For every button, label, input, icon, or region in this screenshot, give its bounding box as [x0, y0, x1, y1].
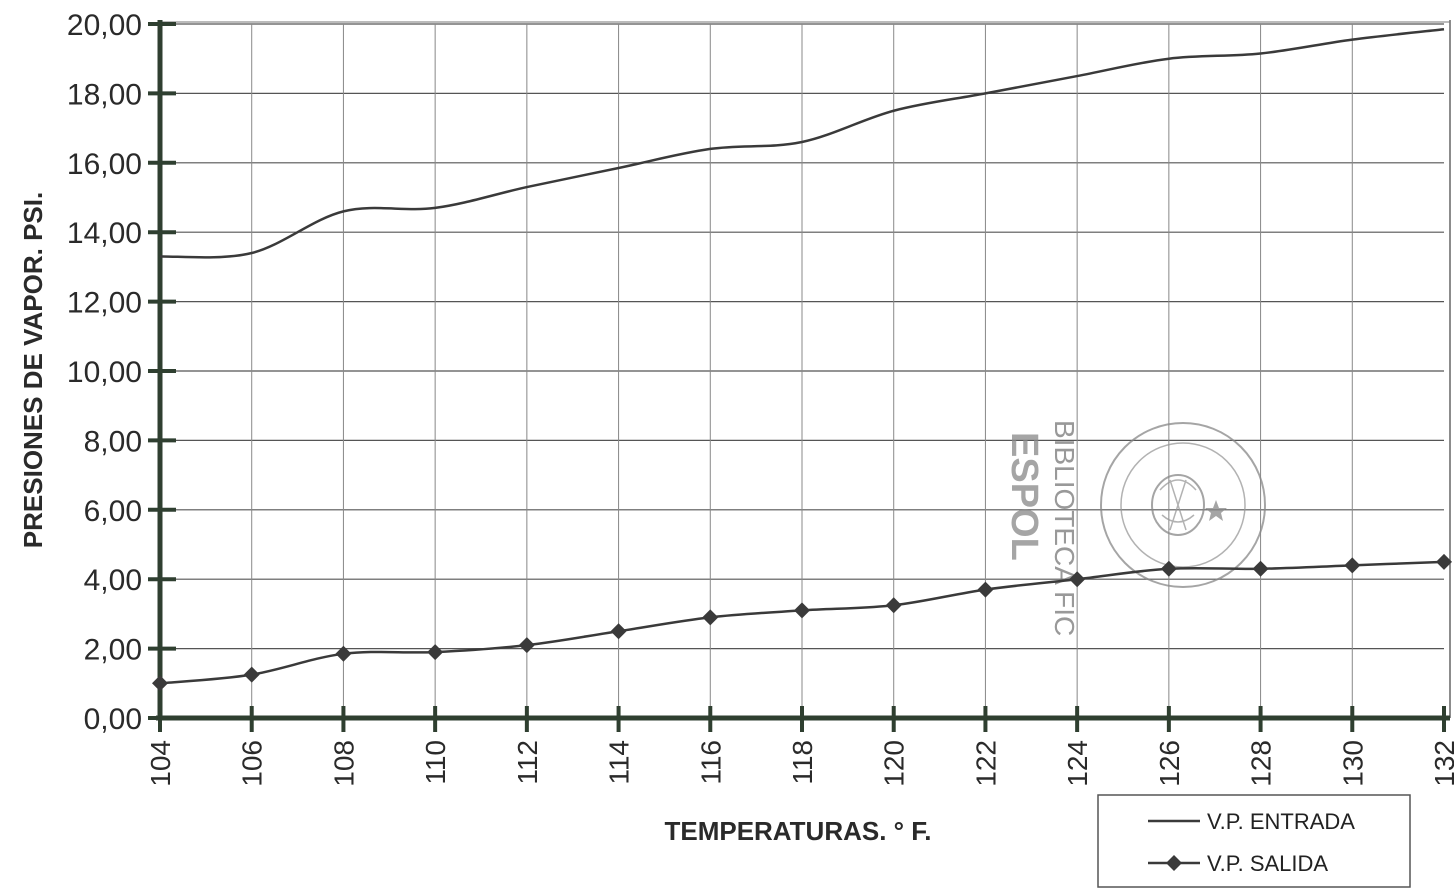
y-tick-label: 12,00 — [67, 287, 142, 320]
stamp-biblioteca-text: BIBLIOTECA FIC — [1049, 420, 1080, 636]
library-stamp: BIBLIOTECA FIC ESPOL — [1003, 420, 1266, 636]
y-tick-label: 8,00 — [84, 425, 142, 458]
x-axis-title: TEMPERATURAS. ° F. — [664, 816, 931, 846]
data-point-salida — [1069, 571, 1086, 588]
data-point-salida — [1160, 560, 1177, 577]
y-axis-ticks: 0,00 2,00 4,00 6,00 8,00 10,00 12,00 14,00 16,00… — [67, 9, 176, 736]
x-tick-label: 106 — [237, 740, 268, 787]
data-point-salida — [427, 644, 444, 661]
x-tick-label: 110 — [420, 740, 451, 785]
x-tick-label: 124 — [1062, 740, 1093, 787]
gridlines — [160, 20, 1451, 718]
y-tick-label: 6,00 — [84, 495, 142, 528]
x-tick-label: 104 — [145, 740, 176, 787]
x-tick-label: 114 — [604, 740, 635, 785]
x-tick-label: 132 — [1429, 740, 1454, 787]
x-tick-label: 130 — [1337, 740, 1368, 787]
data-point-salida — [794, 602, 810, 619]
y-tick-label: 2,00 — [84, 634, 142, 667]
data-point-salida — [152, 675, 168, 692]
y-tick-label: 20,00 — [67, 9, 142, 42]
y-tick-label: 18,00 — [67, 78, 142, 111]
stamp-espol-text: ESPOL — [1003, 432, 1045, 561]
y-tick-label: 14,00 — [67, 217, 142, 250]
x-tick-label: 120 — [879, 740, 910, 787]
data-point-salida — [243, 666, 260, 683]
x-tick-label: 118 — [787, 740, 818, 785]
series-line-entrada — [159, 27, 1445, 259]
y-tick-label: 0,00 — [84, 703, 142, 736]
data-point-salida — [702, 609, 719, 626]
data-point-salida — [885, 597, 902, 614]
x-axis-ticks: 104 106 108 110 112 114 116 118 120 122 124 126 128 1… — [145, 706, 1454, 787]
x-tick-label: 116 — [695, 740, 726, 785]
legend: V.P. ENTRADA V.P. SALIDA — [1097, 794, 1411, 888]
y-tick-label: 16,00 — [67, 148, 142, 181]
y-axis-title: PRESIONES DE VAPOR. PSI. — [18, 192, 48, 548]
data-point-salida — [977, 581, 994, 598]
x-tick-label: 112 — [512, 740, 543, 785]
data-series — [152, 27, 1452, 692]
data-point-salida — [1252, 560, 1269, 577]
data-point-salida — [335, 645, 352, 662]
y-tick-label: 10,00 — [67, 356, 142, 389]
legend-label-entrada: V.P. ENTRADA — [1207, 809, 1355, 834]
x-tick-label: 108 — [328, 740, 359, 787]
legend-box — [1097, 794, 1411, 888]
legend-label-salida: V.P. SALIDA — [1207, 851, 1328, 876]
y-tick-label: 4,00 — [84, 564, 142, 597]
stamp-seal-icon — [1100, 422, 1266, 588]
x-tick-label: 122 — [970, 740, 1001, 787]
x-tick-label: 128 — [1246, 740, 1277, 787]
legend-diamond-marker-icon — [1166, 855, 1182, 871]
data-point-salida — [518, 637, 535, 654]
data-point-salida — [1436, 553, 1452, 570]
data-point-salida — [610, 623, 627, 640]
x-tick-label: 126 — [1154, 740, 1185, 787]
data-point-salida — [1344, 557, 1361, 574]
